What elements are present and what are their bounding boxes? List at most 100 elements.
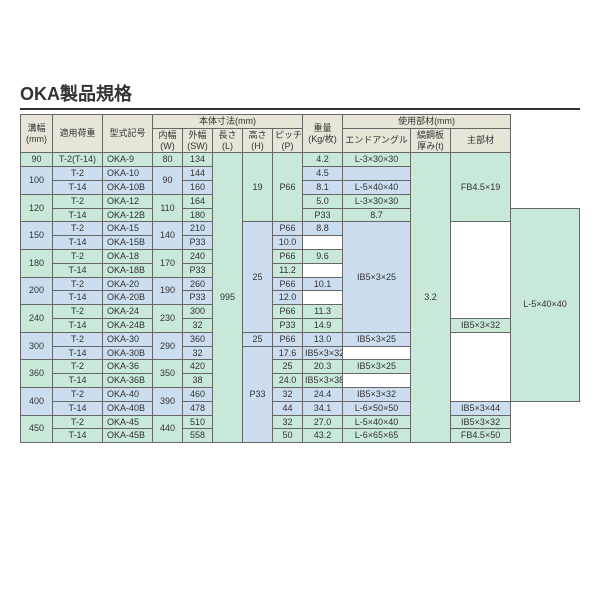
cell-p: P66 (273, 222, 303, 236)
cell-weight: 24.4 (303, 387, 343, 401)
table-row: 240T-2OKA-24230300P6611.3 (21, 305, 580, 319)
cell-w: 90 (153, 167, 183, 195)
cell-p: P66 (273, 277, 303, 291)
cell-weight: 17.6 (273, 346, 303, 360)
cell-model: OKA-24B (103, 318, 153, 332)
hdr-w: 内幅(W) (153, 128, 183, 153)
cell-weight: 4.5 (303, 167, 343, 181)
cell-model: OKA-18B (103, 263, 153, 277)
cell-angle: L-5×40×40 (343, 415, 411, 429)
cell-main: IB5×3×32 (303, 346, 343, 360)
cell-model: OKA-10 (103, 167, 153, 181)
cell-load: T-14 (53, 318, 103, 332)
cell-h: 32 (273, 415, 303, 429)
table-row: T-14OKA-15BP3310.0 (21, 236, 580, 250)
cell-model: OKA-40B (103, 401, 153, 415)
cell-h: 19 (243, 153, 273, 222)
cell-load: T-14 (53, 208, 103, 222)
cell-mizo: 240 (21, 305, 53, 333)
cell-p: P33 (183, 263, 213, 277)
cell-load: T-2 (53, 332, 103, 346)
cell-w: 110 (153, 194, 183, 222)
cell-model: OKA-15 (103, 222, 153, 236)
table-row: T-14OKA-24B 32 P3314.9 IB5×3×32 (21, 318, 580, 332)
cell-h: 50 (273, 429, 303, 443)
cell-sw: 360 (183, 332, 213, 346)
cell-weight: 27.0 (303, 415, 343, 429)
cell-mizo: 450 (21, 415, 53, 443)
cell-weight: 34.1 (303, 401, 343, 415)
cell-mizo: 150 (21, 222, 53, 250)
cell-main: FB4.5×50 (451, 429, 511, 443)
cell-model: OKA-24 (103, 305, 153, 319)
hdr-main: 主部材 (451, 128, 511, 153)
cell-thick: 3.2 (411, 153, 451, 443)
cell-main: IB5×3×32 (451, 318, 511, 332)
hdr-dim-group: 本体寸法(mm) (153, 115, 303, 129)
cell-angle: L-5×40×40 (511, 208, 580, 401)
cell-load: T-2 (53, 305, 103, 319)
cell-angle (343, 167, 411, 181)
cell-sw: 160 (183, 180, 213, 194)
cell-weight: 14.9 (303, 318, 343, 332)
table-row: 200T-2OKA-20190260P6610.1 (21, 277, 580, 291)
cell-sw: 144 (183, 167, 213, 181)
table-row: 150T-2OKA-1514021025P668.8IB5×3×25 (21, 222, 580, 236)
cell-load: T-14 (53, 346, 103, 360)
table-row: T-14OKA-20BP3312.0 (21, 291, 580, 305)
cell-h: 32 (273, 387, 303, 401)
cell-main: IB5×3×38 (303, 374, 343, 388)
hdr-weight: 重量(Kg/枚) (303, 115, 343, 153)
cell-load: T-14 (53, 374, 103, 388)
cell-p: P33 (303, 208, 343, 222)
cell-weight: 20.3 (303, 360, 343, 374)
cell-load: T-2 (53, 167, 103, 181)
cell-p: P33 (273, 318, 303, 332)
cell-h: 25 (273, 360, 303, 374)
cell-sw: 134 (183, 153, 213, 167)
cell-mizo: 90 (21, 153, 53, 167)
table-row: T-14OKA-18B P33 11.2 (21, 263, 580, 277)
cell-h: 32 (183, 318, 213, 332)
cell-load: T-14 (53, 263, 103, 277)
cell-sw: 164 (183, 194, 213, 208)
cell-w: 170 (153, 249, 183, 277)
cell-model: OKA-36B (103, 374, 153, 388)
cell-p: P66 (273, 305, 303, 319)
cell-main: IB5×3×25 (343, 222, 411, 332)
page-title: OKA製品規格 (20, 80, 580, 110)
hdr-p: ピッチ(P) (273, 128, 303, 153)
cell-weight: 11.2 (273, 263, 303, 277)
cell-weight: 5.0 (303, 194, 343, 208)
cell-model: OKA-15B (103, 236, 153, 250)
cell-w: 440 (153, 415, 183, 443)
cell-w: 190 (153, 277, 183, 305)
cell-weight: 10.0 (273, 236, 303, 250)
cell-model: OKA-45 (103, 415, 153, 429)
table-row: T-14OKA-45B5585043.2L-6×65×65FB4.5×50 (21, 429, 580, 443)
cell-model: OKA-12 (103, 194, 153, 208)
hdr-mizo: 溝幅(mm) (21, 115, 53, 153)
cell-weight: 8.1 (303, 180, 343, 194)
cell-weight: 11.3 (303, 305, 343, 319)
cell-w: 390 (153, 387, 183, 415)
cell-main: IB5×3×44 (451, 401, 511, 415)
cell-sw: 300 (183, 305, 213, 319)
cell-mizo: 400 (21, 387, 53, 415)
cell-weight: 8.7 (343, 208, 411, 222)
cell-sw: 478 (183, 401, 213, 415)
table-row: 90T-2(T-14)OKA-98013499519P664.2L-3×30×3… (21, 153, 580, 167)
hdr-angle: エンドアングル (343, 128, 411, 153)
cell-angle: L-5×40×40 (343, 180, 411, 194)
cell-model: OKA-9 (103, 153, 153, 167)
cell-sw: 558 (183, 429, 213, 443)
table-row: 180T-2OKA-18170240P669.6 (21, 249, 580, 263)
cell-mizo: 100 (21, 167, 53, 195)
hdr-mat-group: 使用部材(mm) (343, 115, 511, 129)
cell-model: OKA-12B (103, 208, 153, 222)
cell-sw: 180 (183, 208, 213, 222)
cell-model: OKA-20 (103, 277, 153, 291)
cell-model: OKA-30B (103, 346, 153, 360)
cell-sw: 210 (183, 222, 213, 236)
cell-weight: 4.2 (303, 153, 343, 167)
